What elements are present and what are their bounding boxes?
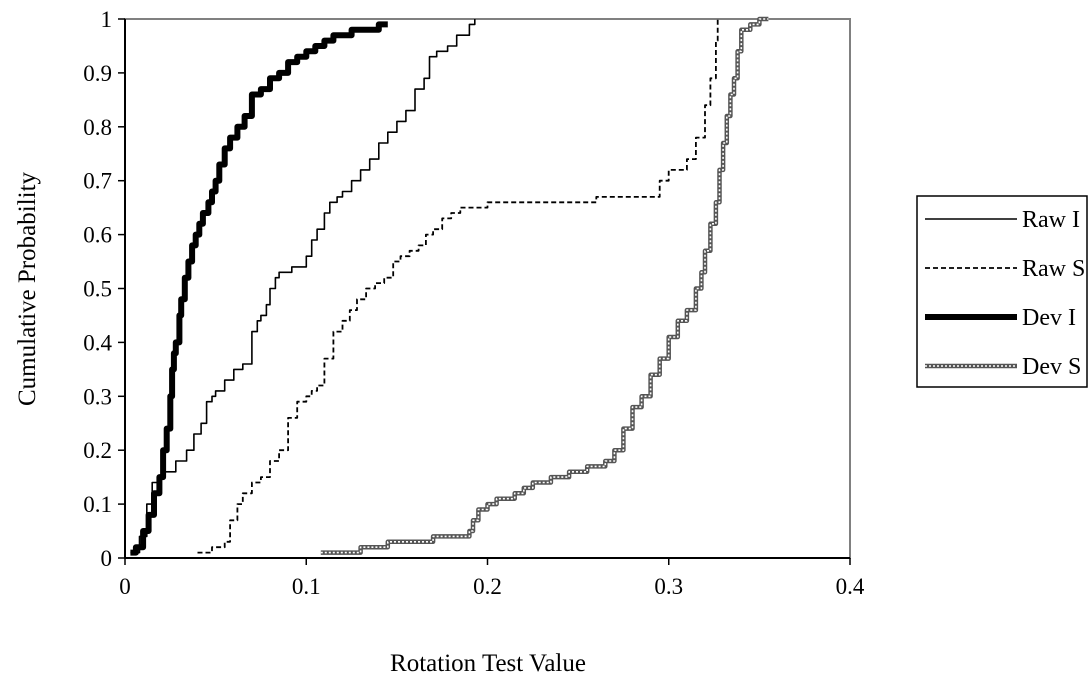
series-line-raw-s — [197, 19, 719, 554]
y-tick-label: 1 — [101, 7, 113, 32]
legend-label-dev-i: Dev I — [1022, 305, 1076, 331]
series-line-raw-i — [130, 19, 476, 554]
x-tick-label: 0.2 — [473, 574, 502, 599]
x-axis-title: Rotation Test Value — [390, 650, 586, 677]
legend-label-raw-i: Raw I — [1022, 207, 1080, 233]
y-tick-label: 0.6 — [83, 223, 112, 248]
legend-label-raw-s: Raw S — [1022, 256, 1085, 282]
y-tick-label: 0 — [101, 546, 113, 571]
y-tick-label: 0.8 — [83, 115, 112, 140]
series-line-dev-s-overlay — [320, 18, 769, 554]
y-tick-label: 0.5 — [83, 277, 112, 302]
x-tick-label: 0 — [119, 574, 131, 599]
y-axis-title: Cumulative Probability — [14, 171, 41, 406]
y-tick-label: 0.2 — [83, 438, 112, 463]
x-tick-label: 0.4 — [836, 574, 865, 599]
y-tick-label: 0.1 — [83, 492, 112, 517]
y-tick-label: 0.3 — [83, 384, 112, 409]
x-tick-label: 0.1 — [292, 574, 321, 599]
series-line-dev-i — [130, 21, 388, 556]
y-tick-label: 0.4 — [83, 330, 112, 355]
y-tick-label: 0.7 — [83, 169, 112, 194]
y-tick-label: 0.9 — [83, 61, 112, 86]
legend-label-dev-s: Dev S — [1022, 354, 1081, 380]
x-tick-label: 0.3 — [654, 574, 683, 599]
legend: Raw I Raw S Dev I Dev S — [916, 195, 1088, 388]
plot-area — [124, 18, 851, 559]
legend-box — [916, 195, 1088, 388]
